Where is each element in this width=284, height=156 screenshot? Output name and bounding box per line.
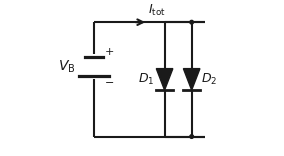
Text: $\mathit{I}_{\mathrm{tot}}$: $\mathit{I}_{\mathrm{tot}}$: [148, 3, 166, 18]
Polygon shape: [156, 69, 173, 90]
Text: $\mathit{D}_{2}$: $\mathit{D}_{2}$: [201, 72, 217, 87]
Polygon shape: [183, 69, 200, 90]
Circle shape: [190, 20, 193, 24]
Text: +: +: [105, 47, 114, 57]
Text: $-$: $-$: [104, 76, 114, 86]
Text: $\mathit{D}_{1}$: $\mathit{D}_{1}$: [138, 72, 154, 87]
Text: $\mathit{V}_{\mathrm{B}}$: $\mathit{V}_{\mathrm{B}}$: [58, 58, 76, 75]
Circle shape: [190, 135, 193, 138]
